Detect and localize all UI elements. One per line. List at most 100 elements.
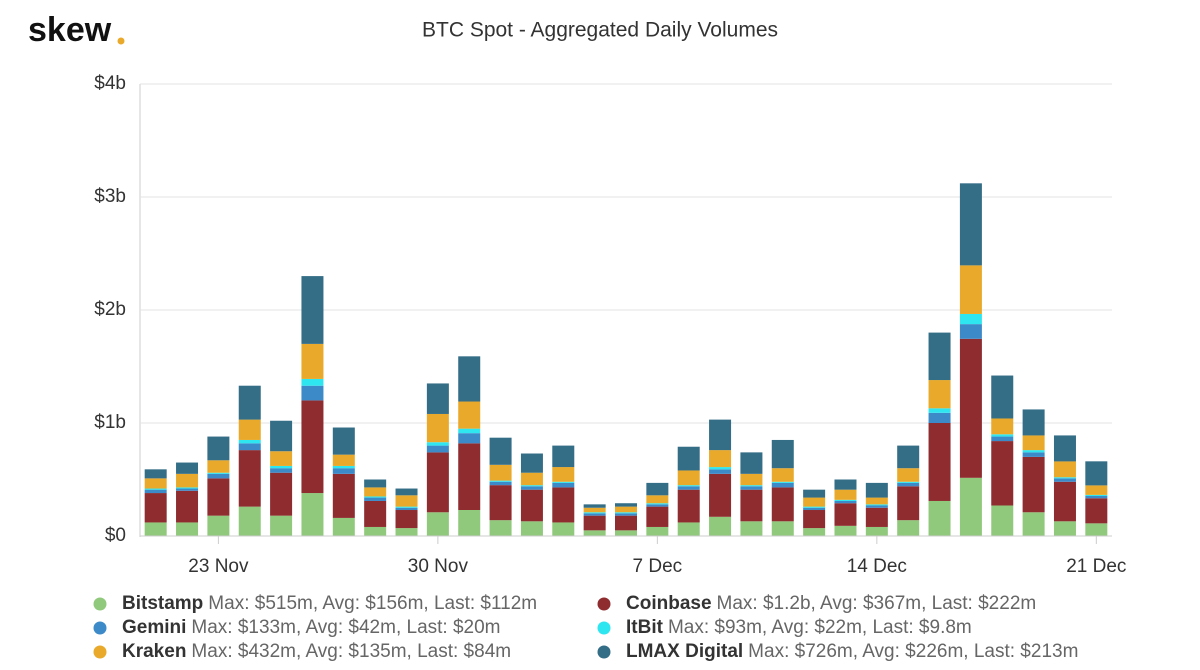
- bar-segment: [458, 428, 481, 434]
- legend-entry: ItBit Max: $93m, Avg: $22m, Last: $9.8m: [626, 617, 972, 638]
- bar-segment: [771, 481, 794, 483]
- logo: skew: [28, 11, 112, 49]
- bar-segment: [520, 521, 543, 536]
- bar-segment: [552, 522, 575, 536]
- legend-entry: LMAX Digital Max: $726m, Avg: $226m, Last…: [626, 641, 1078, 662]
- bar-segment: [144, 488, 167, 490]
- bar-segment: [928, 423, 951, 501]
- y-tick-label: $0: [105, 525, 126, 546]
- bar-segment: [270, 472, 293, 516]
- bar-segment: [583, 530, 606, 536]
- bar-segment: [301, 276, 324, 344]
- legend-entry: Gemini Max: $133m, Avg: $42m, Last: $20m: [122, 617, 501, 638]
- bar-segment: [677, 486, 700, 490]
- bar-segment: [740, 521, 763, 536]
- bar-segment: [552, 487, 575, 523]
- bar-segment: [238, 419, 261, 440]
- bar-segment: [897, 481, 920, 483]
- bar-segment: [458, 401, 481, 429]
- x-tick-label: 21 Dec: [1066, 556, 1126, 577]
- bar-segment: [426, 512, 449, 536]
- bar-segment: [458, 510, 481, 536]
- bar-segment: [144, 489, 167, 494]
- bar-segment: [897, 486, 920, 521]
- bar-segment: [991, 375, 1014, 419]
- bar-segment: [238, 385, 261, 420]
- bar-segment: [1053, 461, 1076, 478]
- bar-segment: [865, 505, 888, 508]
- bar-segment: [301, 343, 324, 379]
- bar-segment: [364, 496, 387, 498]
- bar-segment: [677, 485, 700, 487]
- bar-segment: [865, 504, 888, 506]
- bar-segment: [144, 469, 167, 479]
- bar-segment: [991, 505, 1014, 536]
- bar-segment: [897, 445, 920, 469]
- bar-segment: [991, 436, 1014, 442]
- bar-segment: [520, 489, 543, 522]
- bar-segment: [395, 507, 418, 511]
- bar-segment: [332, 473, 355, 518]
- bar-segment: [364, 526, 387, 536]
- y-tick-label: $4b: [94, 73, 126, 94]
- bar-segment: [959, 313, 982, 325]
- bar-segment: [426, 445, 449, 453]
- bar-segment: [834, 525, 857, 536]
- y-tick-label: $3b: [94, 186, 126, 207]
- bar-segment: [176, 488, 199, 491]
- bar-segment: [270, 420, 293, 452]
- y-tick-label: $1b: [94, 412, 126, 433]
- bar-segment: [270, 515, 293, 536]
- bar-segment: [897, 468, 920, 482]
- bar-segment: [364, 497, 387, 501]
- bar-segment: [803, 489, 826, 498]
- bar-segment: [615, 503, 637, 507]
- bar-segment: [928, 500, 951, 536]
- bar-segment: [991, 418, 1014, 435]
- bar-segment: [677, 446, 700, 471]
- bar-segment: [991, 441, 1014, 506]
- bar-segment: [1022, 450, 1045, 453]
- legend-stats: Max: $515m, Avg: $156m, Last: $112m: [208, 593, 537, 614]
- bar-segment: [928, 412, 951, 423]
- bar-segment: [207, 460, 230, 473]
- bar-segment: [520, 485, 543, 487]
- bar-segment: [959, 324, 982, 339]
- x-tick-label: 14 Dec: [847, 556, 907, 577]
- bar-segment: [489, 464, 512, 481]
- bar-segment: [1085, 523, 1108, 536]
- bar-segment: [332, 454, 355, 466]
- bar-segment: [144, 478, 167, 489]
- legend-marker: [597, 597, 611, 611]
- bar-segment: [1022, 456, 1045, 513]
- bar-segment: [709, 467, 732, 470]
- bar-segment: [426, 452, 449, 513]
- bar-segment: [959, 265, 982, 314]
- bar-segment: [489, 480, 512, 482]
- bar-segment: [709, 473, 732, 517]
- bar-segment: [426, 383, 449, 414]
- legend-name: Bitstamp: [122, 593, 203, 614]
- bar-segment: [709, 450, 732, 468]
- bar-segment: [1085, 498, 1108, 524]
- bar-segment: [615, 512, 637, 514]
- bar-segment: [1053, 477, 1076, 479]
- bar-segment: [615, 530, 637, 536]
- bar-segment: [301, 378, 324, 386]
- bar-segment: [301, 400, 324, 494]
- bar-segment: [238, 450, 261, 507]
- legend-stats: Max: $726m, Avg: $226m, Last: $213m: [748, 641, 1078, 662]
- legend-entry: Kraken Max: $432m, Avg: $135m, Last: $84m: [122, 641, 511, 662]
- chart-title: BTC Spot - Aggregated Daily Volumes: [422, 19, 778, 42]
- legend-marker: [597, 621, 611, 635]
- bar-segment: [552, 445, 575, 468]
- bar-segment: [520, 472, 543, 486]
- bar-segment: [865, 507, 888, 527]
- bar-segment: [520, 486, 543, 490]
- legend-name: Kraken: [122, 641, 186, 662]
- bar-segment: [928, 332, 951, 381]
- legend-name: ItBit: [626, 617, 664, 638]
- bar-segment: [615, 513, 637, 516]
- legend-marker: [93, 621, 107, 635]
